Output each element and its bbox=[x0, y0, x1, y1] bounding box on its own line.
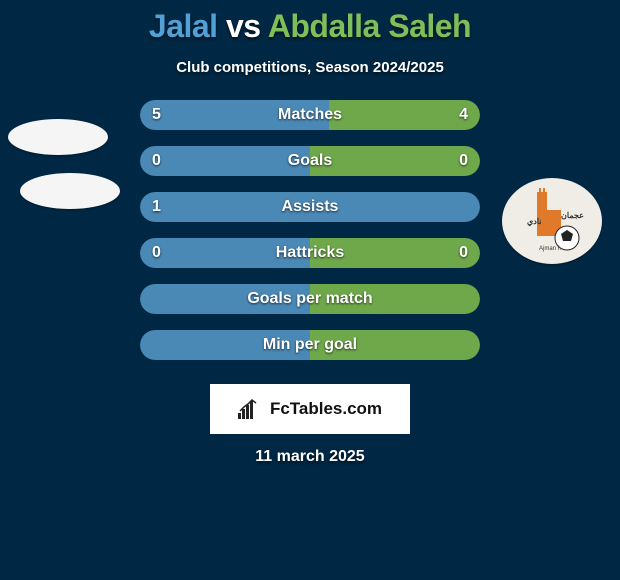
stat-row: Min per goal bbox=[140, 330, 480, 360]
stat-value-left: 0 bbox=[152, 238, 161, 268]
club-badge-icon: نادي عجمان Ajman f. bbox=[517, 188, 587, 254]
player1-avatar bbox=[8, 119, 108, 155]
stat-bar-right bbox=[310, 238, 480, 268]
stat-bar-left bbox=[140, 192, 480, 222]
stat-row: 1Assists bbox=[140, 192, 480, 222]
svg-text:Ajman f.: Ajman f. bbox=[539, 246, 561, 252]
stat-bar-right bbox=[310, 284, 480, 314]
player1-name: Jalal bbox=[149, 8, 218, 44]
stat-row: 00Hattricks bbox=[140, 238, 480, 268]
stat-row: Goals per match bbox=[140, 284, 480, 314]
svg-text:نادي: نادي bbox=[527, 217, 542, 227]
stat-value-left: 5 bbox=[152, 100, 161, 130]
stat-bar-left bbox=[140, 146, 310, 176]
svg-text:عجمان: عجمان bbox=[561, 211, 584, 220]
stat-bar-right bbox=[310, 146, 480, 176]
page-title: Jalal vs Abdalla Saleh bbox=[0, 8, 620, 45]
stat-bar-left bbox=[140, 330, 310, 360]
stat-value-right: 4 bbox=[459, 100, 468, 130]
stat-bar-left bbox=[140, 100, 329, 130]
club-badge: نادي عجمان Ajman f. bbox=[502, 178, 602, 264]
player2-name: Abdalla Saleh bbox=[268, 8, 471, 44]
player2-avatar bbox=[20, 173, 120, 209]
attribution-badge[interactable]: FcTables.com bbox=[210, 384, 410, 434]
stat-row: 00Goals bbox=[140, 146, 480, 176]
comparison-card: Jalal vs Abdalla Saleh Club competitions… bbox=[0, 0, 620, 580]
stats-list: 54Matches00Goals1Assists00HattricksGoals… bbox=[140, 100, 480, 360]
stat-value-left: 0 bbox=[152, 146, 161, 176]
stat-row: 54Matches bbox=[140, 100, 480, 130]
stat-bar-right bbox=[329, 100, 480, 130]
vs-separator: vs bbox=[226, 8, 261, 44]
stat-value-right: 0 bbox=[459, 146, 468, 176]
stat-bar-right bbox=[310, 330, 480, 360]
date-label: 11 march 2025 bbox=[0, 448, 620, 466]
stat-bar-left bbox=[140, 238, 310, 268]
attribution-text: FcTables.com bbox=[270, 399, 382, 419]
stat-value-left: 1 bbox=[152, 192, 161, 222]
fctables-icon bbox=[238, 399, 264, 419]
stat-value-right: 0 bbox=[459, 238, 468, 268]
stat-bar-left bbox=[140, 284, 310, 314]
subtitle: Club competitions, Season 2024/2025 bbox=[0, 59, 620, 76]
